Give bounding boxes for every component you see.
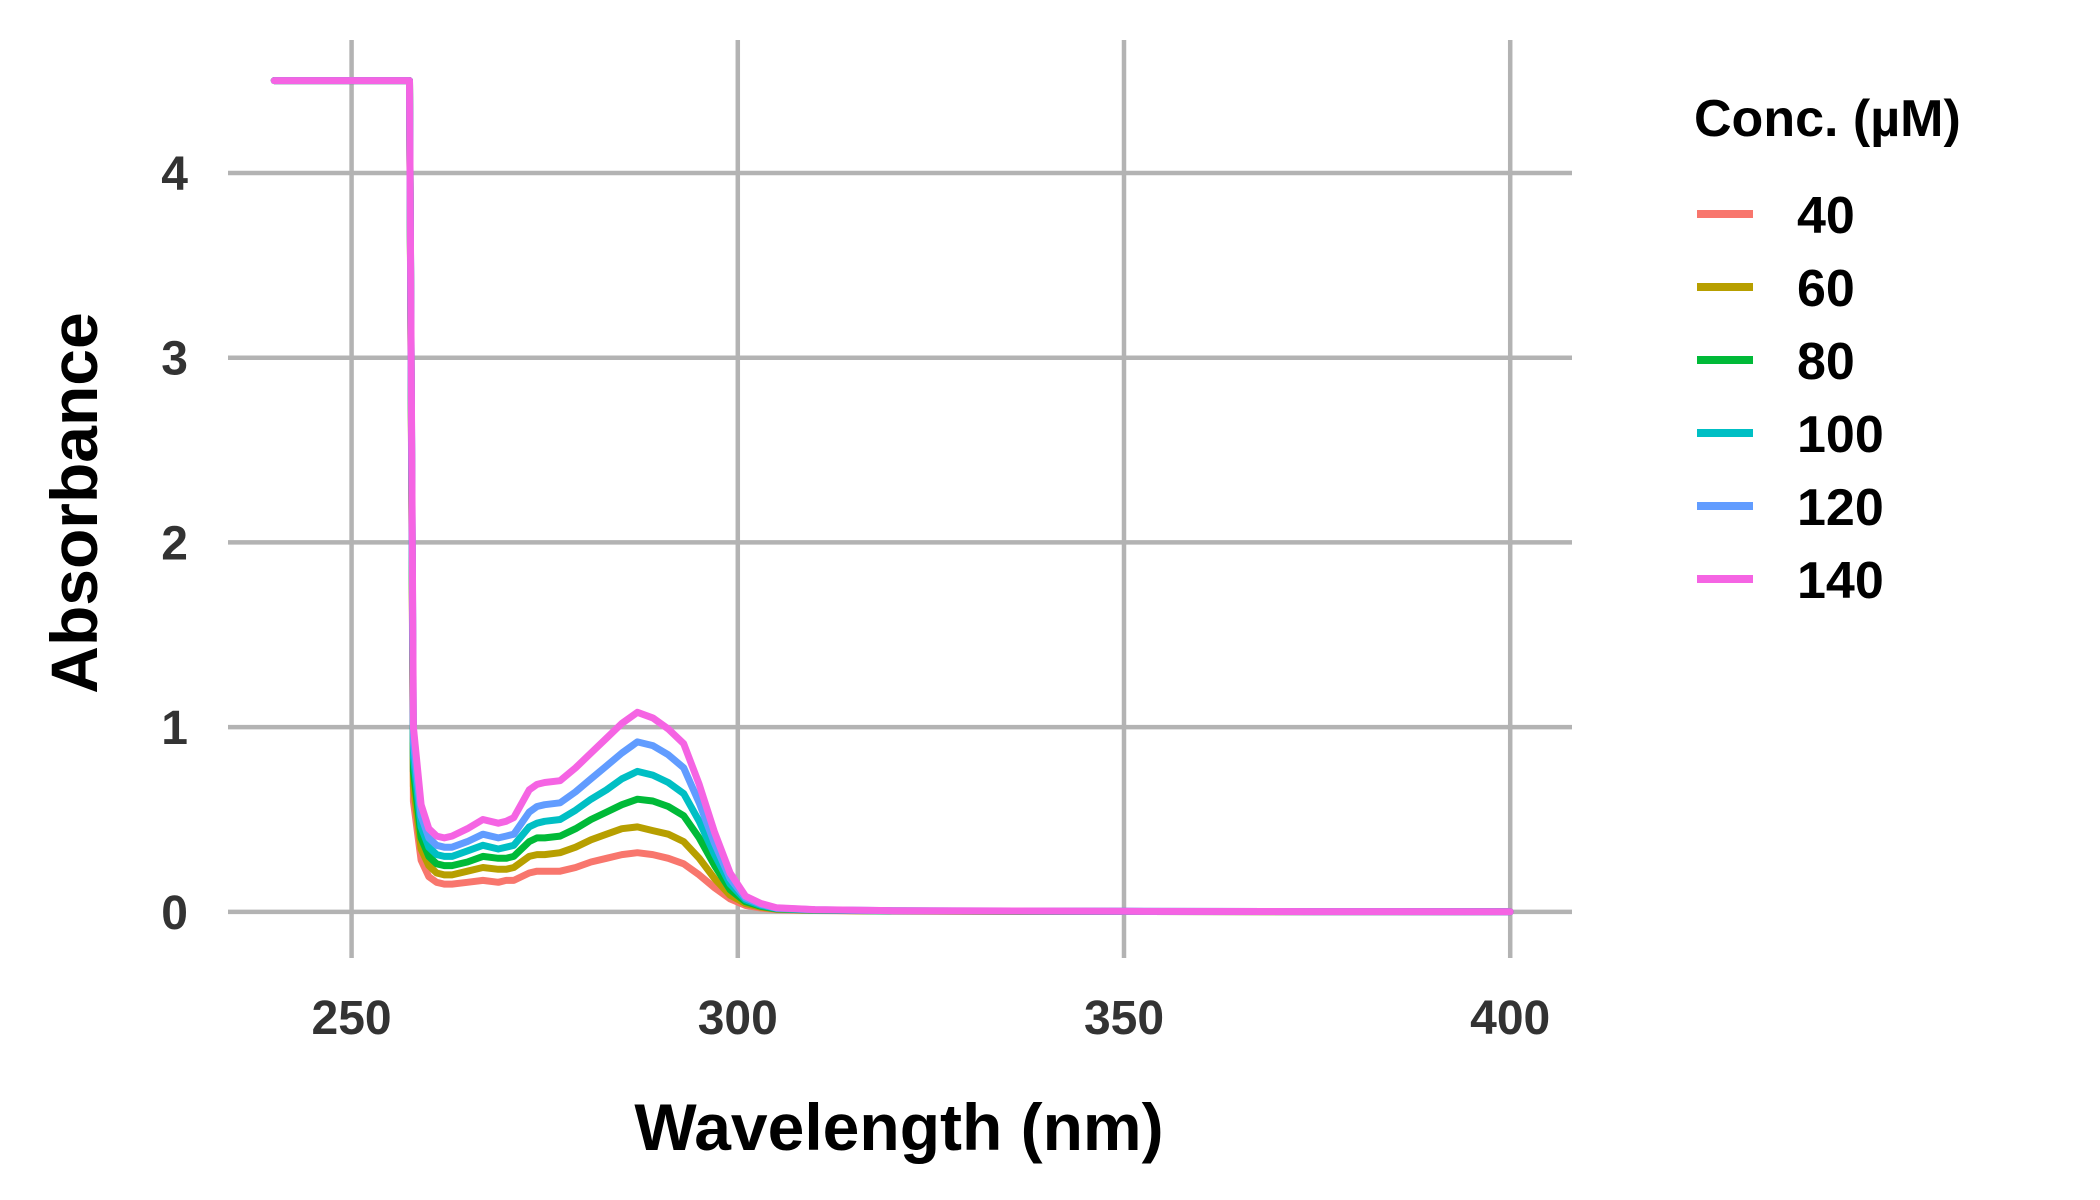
y-tick-label: 2: [161, 517, 188, 570]
y-tick-label: 0: [161, 887, 188, 940]
legend-label-120: 120: [1797, 479, 1884, 537]
legend-label-40: 40: [1797, 187, 1855, 245]
legend-items: 40 60 80 100 120 140: [1697, 187, 1884, 610]
x-tick-label: 300: [698, 992, 778, 1045]
series-line-80: [270, 77, 1514, 916]
x-tick-label: 400: [1470, 992, 1550, 1045]
series-line-100: [270, 77, 1514, 916]
legend-label-80: 80: [1797, 333, 1855, 391]
y-tick-label: 1: [161, 702, 188, 755]
series-line-120: [270, 77, 1514, 916]
series-line-40: [270, 77, 1514, 916]
series-line-60: [270, 77, 1514, 916]
series-lines: [270, 77, 1514, 916]
x-tick-label: 250: [312, 992, 392, 1045]
legend: Conc. (µM) 40 60 80 100 120 140: [1694, 90, 1961, 610]
y-axis-title: Absorbance: [37, 312, 111, 693]
y-tick-labels: 0 1 2 3 4: [161, 148, 188, 940]
x-tick-label: 350: [1084, 992, 1164, 1045]
legend-title: Conc. (µM): [1694, 90, 1961, 148]
x-axis-title: Wavelength (nm): [634, 1090, 1163, 1164]
x-tick-labels: 250 300 350 400: [312, 992, 1551, 1045]
legend-label-140: 140: [1797, 552, 1884, 610]
legend-label-60: 60: [1797, 260, 1855, 318]
y-tick-label: 3: [161, 333, 188, 386]
y-tick-label: 4: [161, 148, 188, 201]
legend-label-100: 100: [1797, 406, 1884, 464]
gridlines: [228, 40, 1572, 958]
series-line-140: [270, 77, 1514, 916]
